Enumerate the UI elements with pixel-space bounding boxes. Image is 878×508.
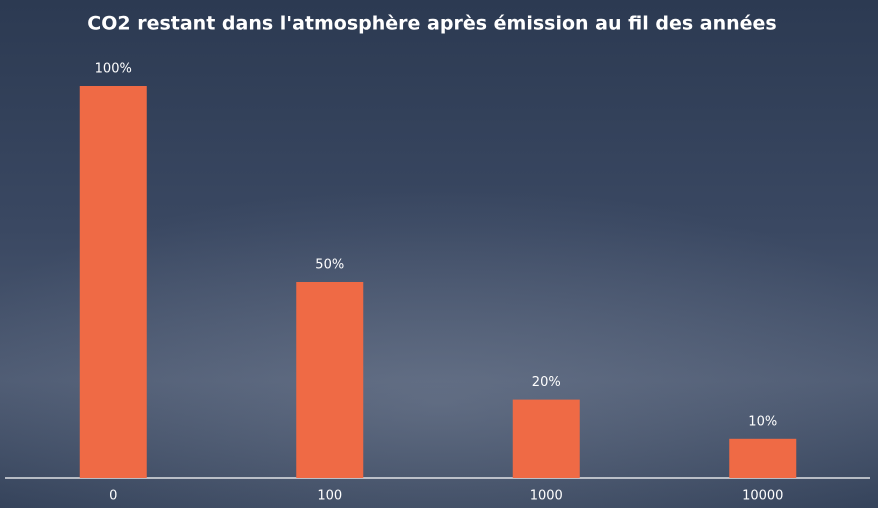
x-tick-label: 10000 [742, 489, 783, 504]
value-label: 50% [315, 258, 344, 273]
bar [79, 86, 147, 478]
chart-title: CO2 restant dans l'atmosphère après émis… [87, 13, 776, 35]
bar [729, 438, 797, 478]
value-label: 10% [748, 414, 777, 429]
bar [296, 282, 364, 478]
x-tick-label: 100 [317, 489, 342, 504]
bar [512, 399, 580, 478]
x-tick-label: 1000 [530, 489, 563, 504]
value-label: 100% [95, 62, 132, 77]
x-tick-label: 0 [109, 489, 117, 504]
value-label: 20% [532, 375, 561, 390]
